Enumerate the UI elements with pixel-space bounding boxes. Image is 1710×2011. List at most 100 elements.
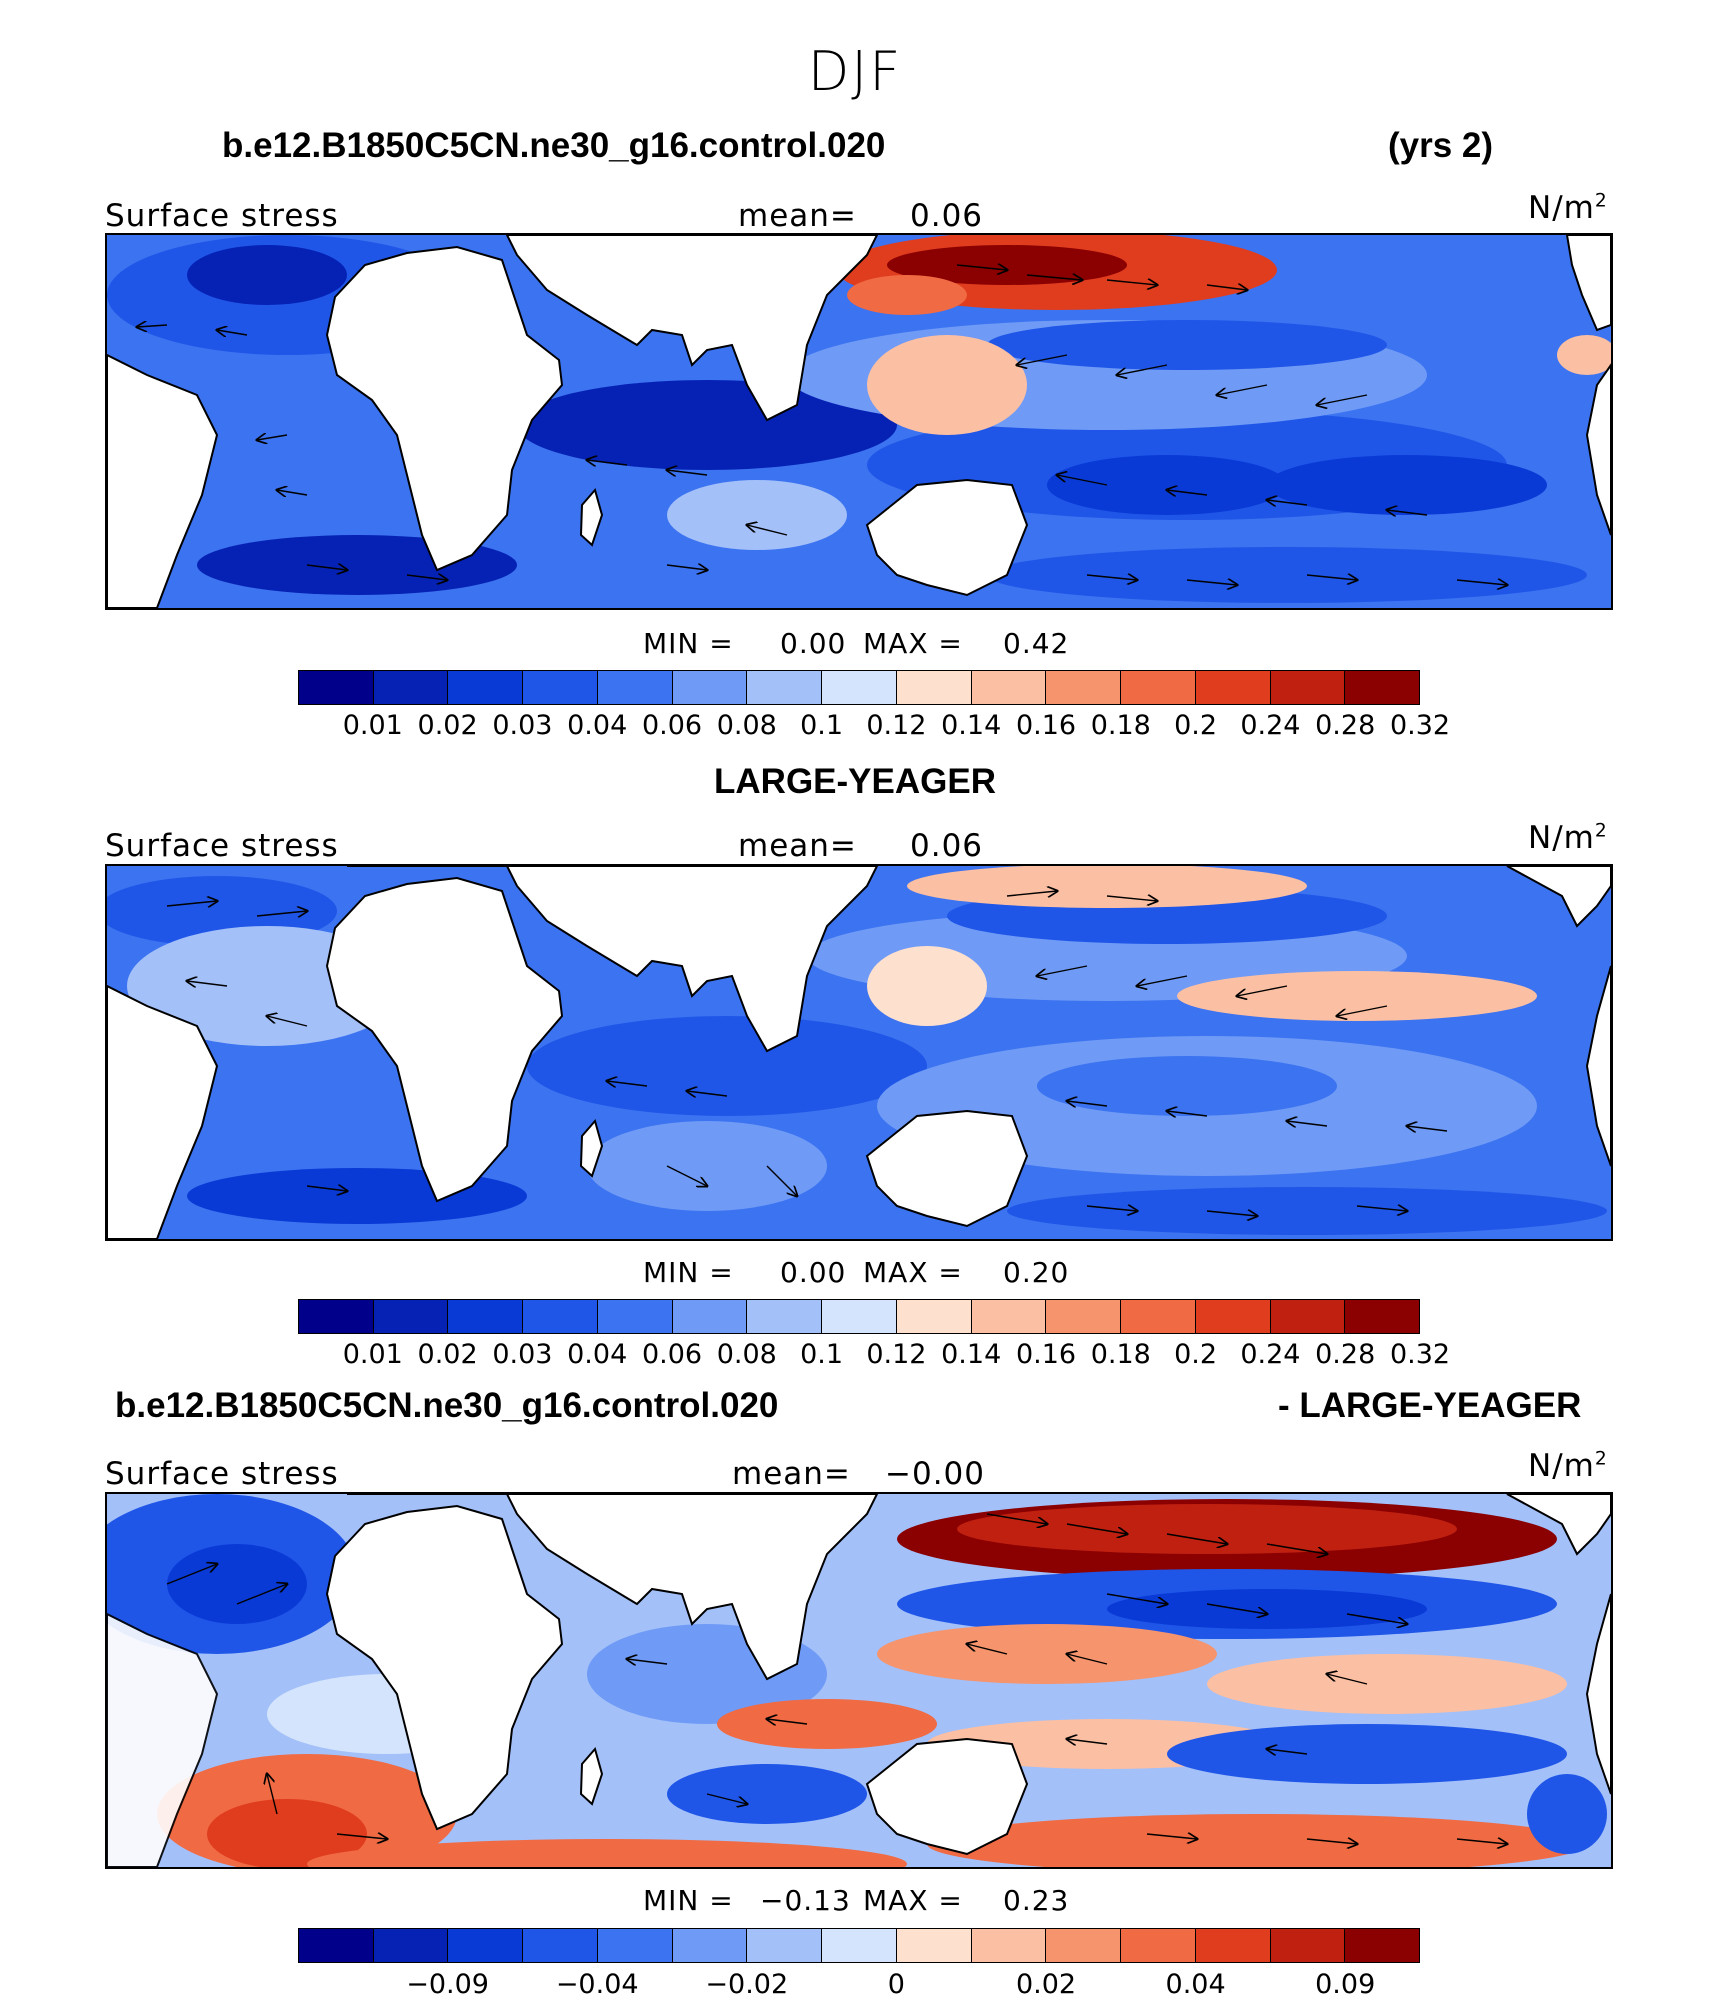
colorbar-swatch <box>373 1300 449 1333</box>
panel3-colorbar <box>298 1928 1420 1963</box>
panel2-max-label: MAX = <box>863 1256 963 1289</box>
colorbar-tick-label: 0.2 <box>1174 1339 1218 1370</box>
colorbar-swatch <box>896 1929 972 1962</box>
colorbar-tick-label: 0.08 <box>716 1339 777 1370</box>
colorbar-swatch <box>448 671 524 704</box>
panel1-years-label: (yrs 2) <box>1388 126 1494 165</box>
colorbar-swatch <box>1121 1929 1196 1962</box>
colorbar-tick-label: 0.06 <box>641 710 703 741</box>
colorbar-tick-label: 0.32 <box>1389 1339 1451 1370</box>
panel2-units: N/m2 <box>1528 820 1608 856</box>
colorbar-tick-label: 0.02 <box>417 710 478 741</box>
colorbar-tick-label: 0.14 <box>941 710 1002 741</box>
colorbar-swatch <box>523 671 598 704</box>
colorbar-swatch <box>597 671 673 704</box>
panel1-colorbar-ticks: 0.01 0.02 0.03 0.04 0.06 0.08 0.1 0.12 0.14 0.16 0… <box>298 710 1450 744</box>
panel3-min-label: MIN = <box>643 1884 734 1917</box>
panel2-max-value: 0.20 <box>1003 1256 1070 1289</box>
panel1-min-value: 0.00 <box>780 627 847 660</box>
colorbar-tick-label: 0.28 <box>1315 1339 1376 1370</box>
panel3-units: N/m2 <box>1528 1448 1608 1484</box>
colorbar-tick-label: 0.2 <box>1174 710 1218 741</box>
panel3-max-label: MAX = <box>863 1884 963 1917</box>
colorbar-tick-label: 0.1 <box>800 710 844 741</box>
panel2-colorbar-ticks: 0.01 0.02 0.03 0.04 0.06 0.08 0.1 0.12 0.14 0.16 0… <box>298 1339 1450 1373</box>
colorbar-swatch <box>672 671 748 704</box>
colorbar-tick-label: 0.02 <box>417 1339 478 1370</box>
colorbar-swatch <box>672 1929 748 1962</box>
colorbar-swatch <box>1046 671 1122 704</box>
colorbar-tick-label: 0.01 <box>342 1339 403 1370</box>
panel1-units: N/m2 <box>1528 190 1608 226</box>
colorbar-tick-label: 0.18 <box>1090 1339 1151 1370</box>
colorbar-swatch <box>822 1300 897 1333</box>
panel3-map <box>105 1492 1613 1869</box>
panel2-min-value: 0.00 <box>780 1256 847 1289</box>
colorbar-swatch <box>747 671 823 704</box>
colorbar-tick-label: 0.06 <box>641 1339 703 1370</box>
panel2-colorbar <box>298 1299 1420 1334</box>
colorbar-swatch <box>299 1300 374 1333</box>
colorbar-tick-label: 0.28 <box>1315 710 1376 741</box>
panel2-map <box>105 864 1613 1241</box>
panel1-max-label: MAX = <box>863 627 963 660</box>
colorbar-swatch <box>373 1929 449 1962</box>
figure-title: DJF <box>807 40 903 103</box>
colorbar-tick-label: 0.12 <box>866 1339 927 1370</box>
colorbar-tick-label: 0 <box>887 1969 905 2000</box>
colorbar-swatch <box>597 1300 673 1333</box>
colorbar-tick-label: 0.16 <box>1015 1339 1077 1370</box>
colorbar-swatch <box>1345 1300 1420 1333</box>
colorbar-swatch <box>1046 1300 1122 1333</box>
colorbar-swatch <box>822 1929 897 1962</box>
panel3-variable-label: Surface stress <box>105 1456 339 1492</box>
colorbar-swatch <box>1195 671 1271 704</box>
colorbar-swatch <box>299 671 374 704</box>
panel3-colorbar-ticks: −0.09 −0.04 −0.02 0 0.02 0.04 0.09 <box>298 1969 1420 2003</box>
colorbar-tick-label: 0.18 <box>1090 710 1151 741</box>
colorbar-swatch <box>971 1300 1047 1333</box>
colorbar-tick-label: 0.08 <box>716 710 777 741</box>
panel2-variable-label: Surface stress <box>105 828 339 864</box>
colorbar-swatch <box>822 671 897 704</box>
panel3-mean-label: mean= <box>732 1456 851 1492</box>
panel3-mean-value: −0.00 <box>885 1456 985 1492</box>
colorbar-tick-label: 0.09 <box>1315 1969 1376 2000</box>
panel2-case-title: LARGE-YEAGER <box>714 762 996 801</box>
colorbar-swatch <box>1195 1300 1271 1333</box>
colorbar-swatch <box>1270 1300 1346 1333</box>
colorbar-tick-label: −0.02 <box>705 1969 789 2000</box>
colorbar-tick-label: 0.12 <box>866 710 927 741</box>
colorbar-swatch <box>896 1300 972 1333</box>
colorbar-swatch <box>597 1929 673 1962</box>
colorbar-swatch <box>448 1929 524 1962</box>
colorbar-tick-label: 0.16 <box>1015 710 1077 741</box>
colorbar-tick-label: 0.01 <box>342 710 403 741</box>
colorbar-swatch <box>1345 671 1420 704</box>
colorbar-tick-label: 0.24 <box>1240 1339 1301 1370</box>
colorbar-tick-label: 0.04 <box>567 1339 628 1370</box>
panel1-case-title: b.e12.B1850C5CN.ne30_g16.control.020 <box>222 126 886 165</box>
colorbar-tick-label: 0.24 <box>1240 710 1301 741</box>
colorbar-swatch <box>299 1929 374 1962</box>
colorbar-swatch <box>672 1300 748 1333</box>
colorbar-swatch <box>971 1929 1047 1962</box>
colorbar-tick-label: 0.1 <box>800 1339 844 1370</box>
colorbar-swatch <box>523 1929 598 1962</box>
colorbar-tick-label: 0.03 <box>492 1339 553 1370</box>
panel3-max-value: 0.23 <box>1003 1884 1070 1917</box>
colorbar-swatch <box>1195 1929 1271 1962</box>
colorbar-tick-label: 0.03 <box>492 710 553 741</box>
colorbar-swatch <box>1270 671 1346 704</box>
colorbar-swatch <box>373 671 449 704</box>
colorbar-tick-label: 0.14 <box>941 1339 1002 1370</box>
colorbar-tick-label: 0.04 <box>1165 1969 1226 2000</box>
panel1-map <box>105 233 1613 610</box>
panel2-min-label: MIN = <box>643 1256 734 1289</box>
colorbar-tick-label: 0.04 <box>567 710 628 741</box>
colorbar-swatch <box>1121 671 1196 704</box>
colorbar-swatch <box>971 671 1047 704</box>
colorbar-swatch <box>747 1300 823 1333</box>
panel3-case-title: b.e12.B1850C5CN.ne30_g16.control.020 <box>115 1386 779 1425</box>
panel3-difference-label: - LARGE-YEAGER <box>1278 1386 1582 1425</box>
